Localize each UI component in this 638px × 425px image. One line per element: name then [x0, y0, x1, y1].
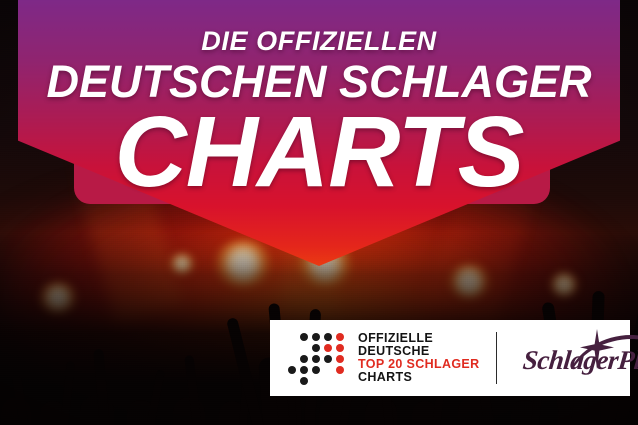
schlagerplanet-logo: SchlagerPlanet: [517, 327, 638, 389]
charts-logo-line-4: CHARTS: [358, 370, 413, 385]
charts-logo-line-1: OFFIZIELLE: [358, 330, 434, 345]
charts-logo-dot: [288, 366, 296, 374]
charts-logo-dot: [300, 355, 308, 363]
charts-dot-grid-icon: [284, 331, 348, 385]
charts-logo-text: OFFIZIELLE DEUTSCHE TOP 20 SCHLAGER CHAR…: [358, 330, 480, 385]
charts-logo-dot: [300, 377, 308, 385]
title-line-1: DIE OFFIZIELLEN: [201, 26, 437, 56]
charts-logo-dot: [300, 333, 308, 341]
title-line-3: CHARTS: [114, 96, 525, 208]
charts-logo-dot: [300, 366, 308, 374]
charts-logo-dot: [324, 355, 332, 363]
crowd-raised-arm: [60, 360, 76, 425]
charts-logo-dot: [312, 333, 320, 341]
charts-logo-dot: [312, 344, 320, 352]
charts-logo-dot: [324, 344, 332, 352]
charts-logo-dot: [336, 333, 344, 341]
charts-logo-dot: [336, 355, 344, 363]
charts-logo-dot: [336, 344, 344, 352]
title-text-stack: DIE OFFIZIELLEN DEUTSCHEN SCHLAGER CHART…: [46, 26, 592, 208]
crowd-raised-arm: [146, 369, 166, 425]
schlagerplanet-wordmark: SchlagerPlanet: [520, 345, 638, 375]
charts-logo-dot: [324, 333, 332, 341]
charts-logo-line-3: TOP 20 SCHLAGER: [358, 357, 480, 371]
schlagerplanet-swoosh-icon: [570, 335, 638, 369]
charts-logo-dot: [312, 366, 320, 374]
logo-divider: [495, 332, 497, 384]
title-line-2: DEUTSCHEN SCHLAGER: [46, 56, 592, 107]
charts-logo-dot: [312, 355, 320, 363]
schlagerplanet-star-icon: [580, 329, 614, 369]
charts-logo-dot: [336, 366, 344, 374]
logo-bar: OFFIZIELLE DEUTSCHE TOP 20 SCHLAGER CHAR…: [270, 320, 638, 396]
charts-logo-line-2: DEUTSCHE: [358, 343, 430, 358]
official-german-charts-logo: OFFIZIELLE DEUTSCHE TOP 20 SCHLAGER CHAR…: [270, 331, 480, 385]
